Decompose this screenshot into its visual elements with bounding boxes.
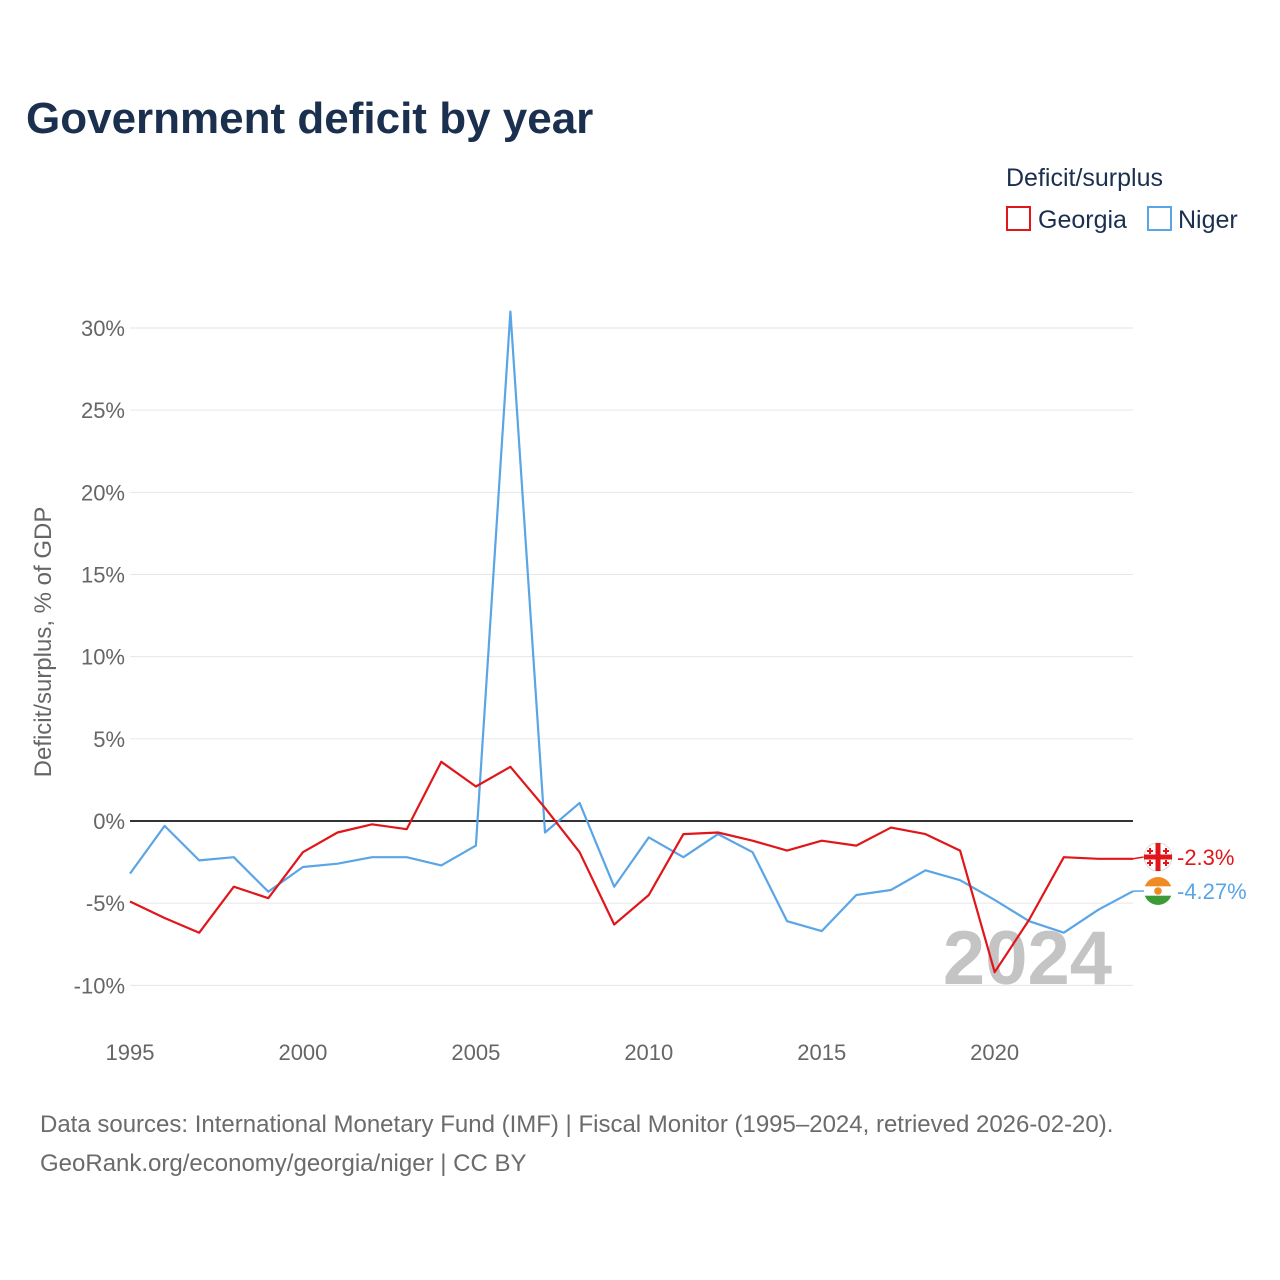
y-tick-label: 25% [81, 398, 125, 423]
series-line-niger [129, 310, 1134, 934]
x-tick-label: 2010 [624, 1040, 673, 1065]
source-line-1: Data sources: International Monetary Fun… [40, 1111, 1113, 1138]
end-label-georgia: -2.3% [1177, 845, 1234, 870]
legend-swatch-georgia [1006, 206, 1031, 231]
legend: Deficit/surplus Georgia Niger [1006, 164, 1238, 234]
y-tick-label: 15% [81, 563, 125, 588]
niger-flag-icon [1144, 877, 1172, 905]
year-watermark: 2024 [943, 916, 1112, 1001]
end-label-niger: -4.27% [1177, 879, 1247, 904]
x-tick-label: 2000 [278, 1040, 327, 1065]
legend-swatch-niger [1147, 206, 1172, 231]
y-tick-label: 30% [81, 316, 125, 341]
y-tick-label: 5% [93, 727, 125, 752]
x-tick-label: 2005 [451, 1040, 500, 1065]
y-tick-label: 10% [81, 645, 125, 670]
series-line-georgia [129, 760, 1133, 974]
y-tick-label: -10% [74, 973, 125, 998]
y-axis-ticks: -10% -5% 0% 5% 10% 15% 20% 25% 30% [74, 316, 125, 998]
source-line-2: GeoRank.org/economy/georgia/niger | CC B… [40, 1150, 526, 1177]
x-axis-ticks: 1995 2000 2005 2010 2015 2020 [106, 1040, 1020, 1065]
x-tick-label: 2020 [970, 1040, 1019, 1065]
y-tick-label: 20% [81, 480, 125, 505]
x-tick-label: 1995 [106, 1040, 155, 1065]
legend-label-niger: Niger [1178, 206, 1238, 234]
georgia-flag-icon [1143, 842, 1173, 872]
y-axis-label: Deficit/surplus, % of GDP [30, 507, 57, 778]
series-lines [129, 310, 1145, 974]
y-tick-label: -5% [86, 891, 125, 916]
end-connector-georgia [1132, 856, 1145, 860]
grid [130, 327, 1133, 986]
chart-title: Government deficit by year [26, 94, 593, 143]
y-tick-label: 0% [93, 809, 125, 834]
x-tick-label: 2015 [797, 1040, 846, 1065]
legend-label-georgia: Georgia [1038, 206, 1127, 234]
legend-title: Deficit/surplus [1006, 164, 1163, 192]
